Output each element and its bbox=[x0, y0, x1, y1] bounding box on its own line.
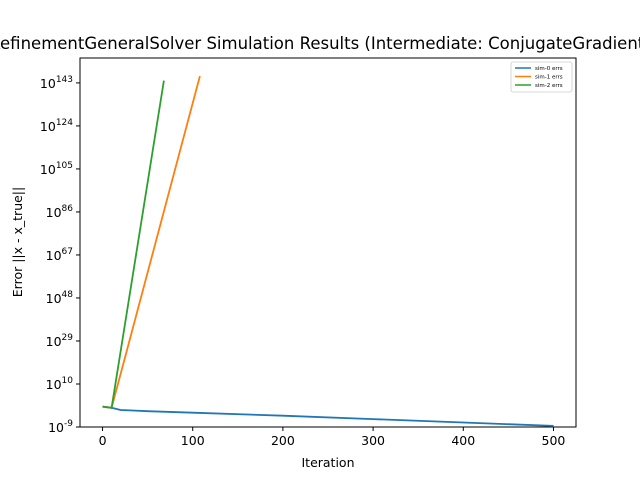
x-tick-label: 0 bbox=[99, 433, 107, 448]
y-tick-label: 1086 bbox=[46, 204, 74, 220]
x-axis-label: Iteration bbox=[301, 455, 354, 470]
series-lines bbox=[102, 75, 554, 427]
plot-area-frame bbox=[79, 57, 577, 428]
series-line bbox=[102, 405, 554, 427]
y-tick-label: 10124 bbox=[40, 118, 73, 134]
y-tick-label: 10105 bbox=[40, 161, 73, 177]
x-tick-label: 500 bbox=[542, 433, 566, 448]
legend-label: sim-0 errs bbox=[535, 66, 563, 72]
y-tick-label: 1010 bbox=[46, 376, 74, 392]
y-tick-label: 1048 bbox=[46, 290, 74, 306]
legend-label: sim-2 errs bbox=[535, 83, 563, 89]
legend-label: sim-1 errs bbox=[535, 75, 563, 81]
axis-ticks: 0 100 200 300 400 500 10-9 1010 1029 1048 1067 1086… bbox=[40, 75, 566, 448]
y-tick-label: 1029 bbox=[46, 333, 74, 349]
series-line bbox=[102, 75, 201, 409]
x-tick-label: 400 bbox=[451, 433, 475, 448]
x-tick-label: 300 bbox=[361, 433, 385, 448]
legend: sim-0 errs sim-1 errs sim-2 errs bbox=[510, 61, 573, 93]
series-line bbox=[102, 80, 165, 409]
chart-title: RefinementGeneralSolver Simulation Resul… bbox=[0, 34, 640, 53]
y-tick-label: 10-9 bbox=[48, 419, 73, 435]
x-tick-label: 100 bbox=[181, 433, 205, 448]
y-tick-label: 1067 bbox=[46, 247, 73, 263]
y-tick-label: 10143 bbox=[40, 75, 73, 91]
y-axis-label: Error ||x - x_true|| bbox=[10, 187, 25, 297]
x-tick-label: 200 bbox=[271, 433, 295, 448]
